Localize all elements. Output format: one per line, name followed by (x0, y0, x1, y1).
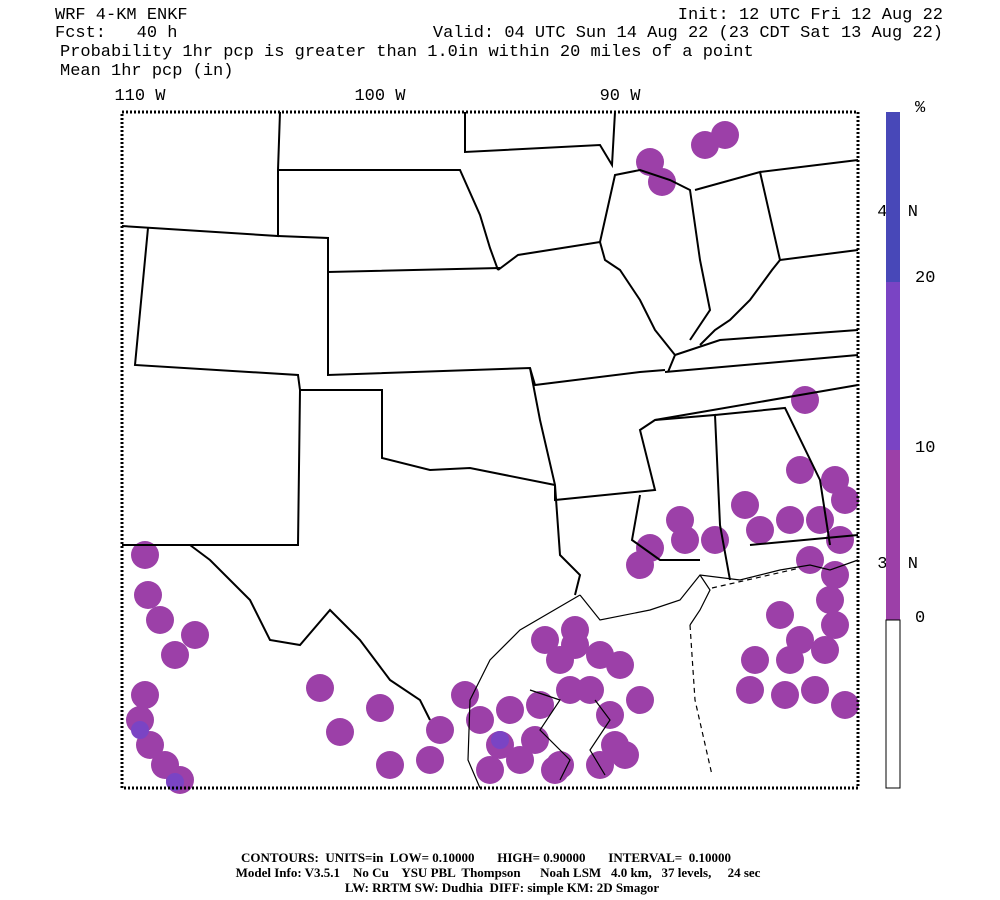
colorbar-unit: % (915, 99, 926, 118)
precip-blob (731, 491, 759, 519)
init-time: Init: 12 UTC Fri 12 Aug 22 (678, 6, 943, 25)
precip-blob (831, 691, 859, 719)
colorbar-segment (885, 619, 901, 789)
colorbar-segment (886, 450, 900, 620)
precip-blob (491, 731, 509, 749)
precip-blob (826, 526, 854, 554)
colorbar-label: 0 (915, 609, 925, 628)
model-title: WRF 4-KM ENKF (55, 6, 188, 25)
precip-blob (796, 546, 824, 574)
precip-blob (626, 686, 654, 714)
precip-blob (366, 694, 394, 722)
precip-blob (746, 516, 774, 544)
forecast-hour: Fcst: 40 h (55, 24, 177, 43)
precip-blob (776, 646, 804, 674)
colorbar: % 20 10 0 (885, 99, 935, 789)
precip-blob (131, 541, 159, 569)
precip-blob (161, 641, 189, 669)
colorbar-label: 20 (915, 269, 935, 288)
precip-blob (146, 606, 174, 634)
precip-probability (126, 121, 859, 794)
footer-text: LW: RRTM SW: Dudhia DIFF: simple KM: 2D … (345, 880, 660, 895)
precip-blob (306, 674, 334, 702)
precip-blob (526, 691, 554, 719)
precip-blob (611, 741, 639, 769)
precip-blob (806, 506, 834, 534)
precip-blob (776, 506, 804, 534)
precip-blob (556, 676, 584, 704)
precip-blob (821, 561, 849, 589)
colorbar-segment (886, 112, 900, 282)
precip-blob (596, 701, 624, 729)
precip-blob (736, 676, 764, 704)
precip-blob (791, 386, 819, 414)
lon-label: 100 W (354, 87, 406, 106)
lon-label: 90 W (600, 87, 642, 106)
precip-blob (771, 681, 799, 709)
precip-blob (134, 581, 162, 609)
precip-blob (521, 726, 549, 754)
precip-blob (416, 746, 444, 774)
precip-blob (506, 746, 534, 774)
precip-blob (741, 646, 769, 674)
map-frame (120, 110, 860, 790)
footer-text: Model Info: V3.5.1 No Cu YSU PBL Thompso… (236, 865, 761, 880)
precip-blob (531, 626, 559, 654)
field-description: Probability 1hr pcp is greater than 1.0i… (60, 43, 754, 62)
state-borders (121, 111, 859, 721)
coastline (467, 559, 859, 789)
precip-blob (131, 681, 159, 709)
precip-blob (426, 716, 454, 744)
precip-blob (576, 676, 604, 704)
valid-time: Valid: 04 UTC Sun 14 Aug 22 (23 CDT Sat … (433, 24, 943, 43)
precip-blob (786, 456, 814, 484)
field-description: Mean 1hr pcp (in) (60, 62, 233, 81)
precip-blob (376, 751, 404, 779)
precip-blob (476, 756, 504, 784)
lon-label: 110 W (114, 87, 166, 106)
precip-blob (131, 721, 149, 739)
precip-blob (326, 718, 354, 746)
precip-blob (671, 526, 699, 554)
precip-blob (606, 651, 634, 679)
precip-blob (166, 773, 184, 791)
precip-blob (766, 601, 794, 629)
precip-blob (821, 611, 849, 639)
precip-blob (496, 696, 524, 724)
precip-blob (181, 621, 209, 649)
precip-blob (831, 486, 859, 514)
precip-blob (816, 586, 844, 614)
precip-blob (466, 706, 494, 734)
precip-blob (801, 676, 829, 704)
footer-text: CONTOURS: UNITS=in LOW= 0.10000 HIGH= 0.… (241, 850, 731, 865)
colorbar-segment (886, 282, 900, 450)
precip-blob (626, 551, 654, 579)
precip-blob (711, 121, 739, 149)
colorbar-label: 10 (915, 439, 935, 458)
precip-blob (811, 636, 839, 664)
precip-blob (586, 751, 614, 779)
precip-blob (561, 616, 589, 644)
precip-blob (451, 681, 479, 709)
